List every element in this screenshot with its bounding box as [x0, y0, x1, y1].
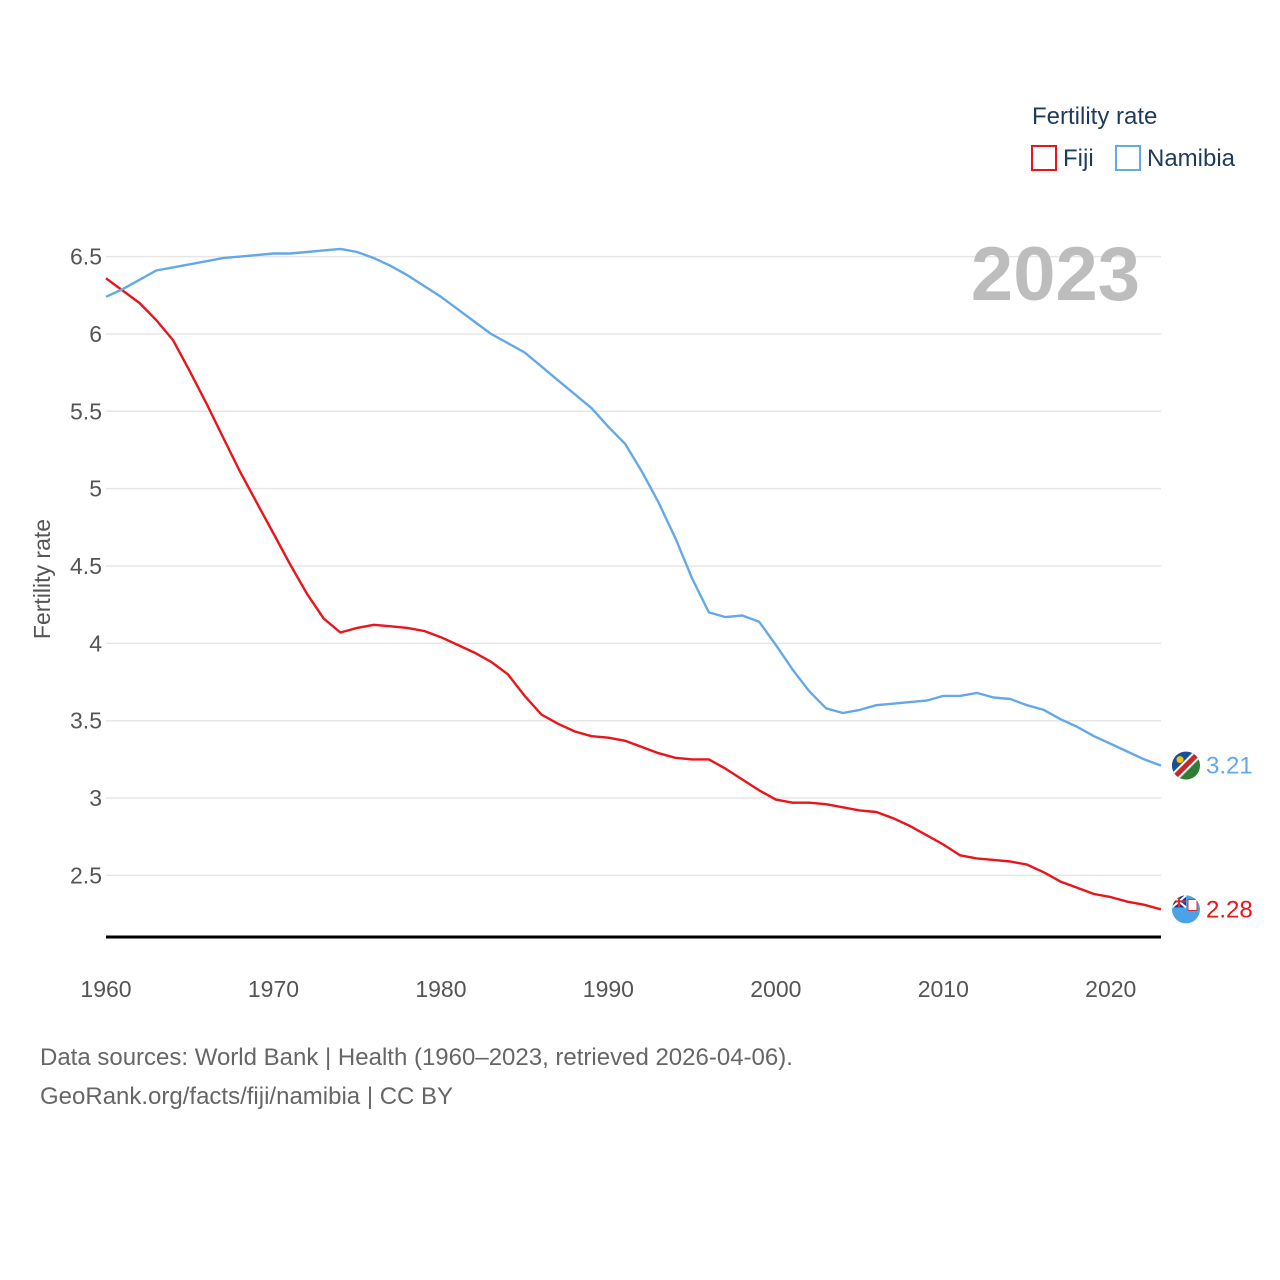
x-tick-label: 2020 [1085, 976, 1136, 1002]
namibia-flag-icon [1172, 751, 1200, 780]
series-line-fiji[interactable] [105, 277, 1162, 911]
y-tick-label: 3.5 [70, 708, 102, 734]
y-tick-label: 5 [89, 476, 102, 502]
y-tick-label: 5.5 [70, 398, 102, 424]
fiji-flag-icon [1172, 895, 1200, 924]
legend-title: Fertility rate [1032, 103, 1157, 130]
legend-swatch-namibia [1115, 145, 1141, 171]
x-tick-label: 1970 [248, 976, 299, 1002]
source-line-2[interactable]: GeoRank.org/facts/fiji/namibia | CC BY [40, 1083, 454, 1110]
x-tick-label: 2000 [750, 976, 801, 1002]
series-lines [105, 247, 1162, 911]
source-line-1: Data sources: World Bank | Health (1960–… [40, 1044, 793, 1071]
y-tick-label: 2.5 [70, 862, 102, 888]
end-value-label-namibia: 3.21 [1206, 753, 1253, 780]
x-tick-label: 2010 [918, 976, 969, 1002]
legend-label-fiji[interactable]: Fiji [1063, 145, 1094, 172]
y-axis-title: Fertility rate [29, 519, 55, 639]
legend-swatch-fiji [1031, 145, 1057, 171]
y-tick-label: 3 [89, 785, 102, 811]
y-axis-ticks: 2.5 3 3.5 4 4.5 5 5.5 6 6.5 [70, 244, 102, 889]
x-tick-label: 1960 [80, 976, 131, 1002]
x-tick-label: 1990 [583, 976, 634, 1002]
series-line-namibia[interactable] [105, 247, 1162, 767]
year-label: 2023 [971, 232, 1140, 317]
legend-label-namibia[interactable]: Namibia [1147, 145, 1236, 172]
y-tick-label: 4 [89, 630, 102, 656]
x-axis-ticks: 1960 1970 1980 1990 2000 2010 2020 [80, 976, 1136, 1002]
legend: Fertility rate Fiji Namibia [1031, 103, 1236, 172]
y-tick-label: 6 [89, 321, 102, 347]
grid [106, 255, 1161, 877]
y-tick-label: 6.5 [70, 244, 102, 270]
end-value-label-fiji: 2.28 [1206, 896, 1253, 923]
x-tick-label: 1980 [415, 976, 466, 1002]
end-markers: 2.28 3.21 [1172, 751, 1253, 924]
y-tick-label: 4.5 [70, 553, 102, 579]
